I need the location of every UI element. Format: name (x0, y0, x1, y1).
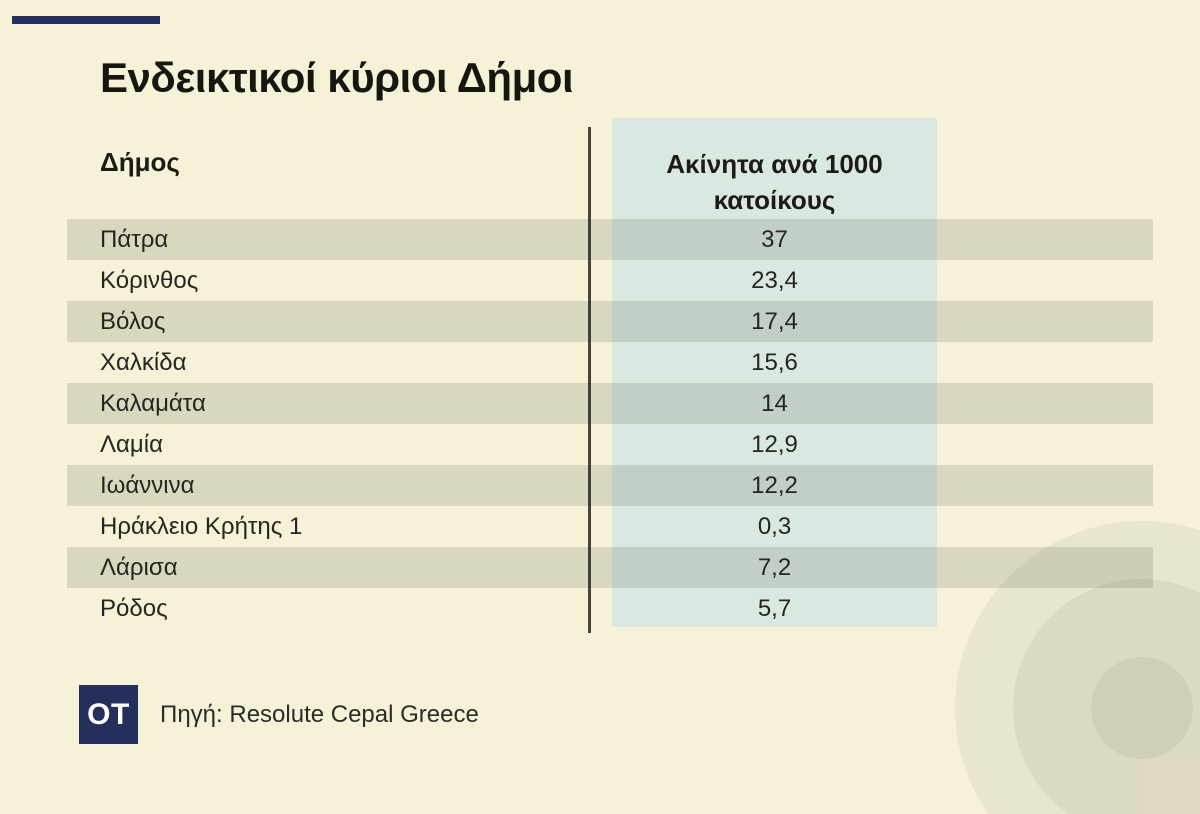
table-row: Λάρισα 7,2 (67, 547, 1153, 588)
table-row: Ηράκλειο Κρήτης 1 0,3 (67, 506, 1153, 547)
column-divider-line (588, 127, 591, 633)
table-rows: Πάτρα 37 Κόρινθος 23,4 Βόλος 17,4 Χαλκίδα 15,6 Κ… (67, 219, 1153, 629)
source-text: Πηγή: Resolute Cepal Greece (160, 700, 479, 728)
accent-bar (12, 16, 160, 24)
municipality-name: Χαλκίδα (100, 348, 187, 376)
table-row: Κόρινθος 23,4 (67, 260, 1153, 301)
properties-per-1000-value: 7,2 (757, 553, 792, 581)
municipality-name: Βόλος (100, 307, 166, 335)
decorative-circle-inner (1091, 657, 1193, 759)
municipality-name: Ηράκλειο Κρήτης 1 (100, 512, 303, 540)
municipality-name: Ιωάννινα (100, 471, 195, 499)
table-row: Χαλκίδα 15,6 (67, 342, 1153, 383)
table-row: Ιωάννινα 12,2 (67, 465, 1153, 506)
properties-per-1000-value: 0,3 (757, 512, 792, 540)
table-row: Καλαμάτα 14 (67, 383, 1153, 424)
column-header-municipality: Δήμος (100, 147, 180, 177)
municipality-name: Κόρινθος (100, 266, 199, 294)
municipality-name: Ρόδος (100, 594, 168, 622)
table-row: Ρόδος 5,7 (67, 588, 1153, 629)
properties-per-1000-value: 17,4 (751, 307, 798, 335)
municipality-name: Καλαμάτα (100, 389, 206, 417)
table-row: Βόλος 17,4 (67, 301, 1153, 342)
table-row: Λαμία 12,9 (67, 424, 1153, 465)
page-title: Ενδεικτικοί κύριοι Δήμοι (100, 54, 574, 101)
column-header-properties-per-1000: Ακίνητα ανά 1000 κατοίκους (666, 149, 883, 216)
footer: OT Πηγή: Resolute Cepal Greece (79, 685, 479, 744)
ot-logo: OT (79, 685, 138, 744)
value-column-panel (612, 118, 937, 627)
properties-per-1000-value: 14 (761, 389, 788, 417)
municipality-name: Πάτρα (100, 225, 169, 253)
properties-per-1000-value: 12,9 (751, 430, 798, 458)
properties-per-1000-value: 37 (761, 225, 788, 253)
properties-per-1000-value: 5,7 (757, 594, 792, 622)
municipality-name: Λάρισα (100, 553, 178, 581)
table-row: Πάτρα 37 (67, 219, 1153, 260)
properties-per-1000-value: 12,2 (751, 471, 798, 499)
properties-per-1000-value: 15,6 (751, 348, 798, 376)
properties-per-1000-value: 23,4 (751, 266, 798, 294)
municipality-name: Λαμία (100, 430, 163, 458)
